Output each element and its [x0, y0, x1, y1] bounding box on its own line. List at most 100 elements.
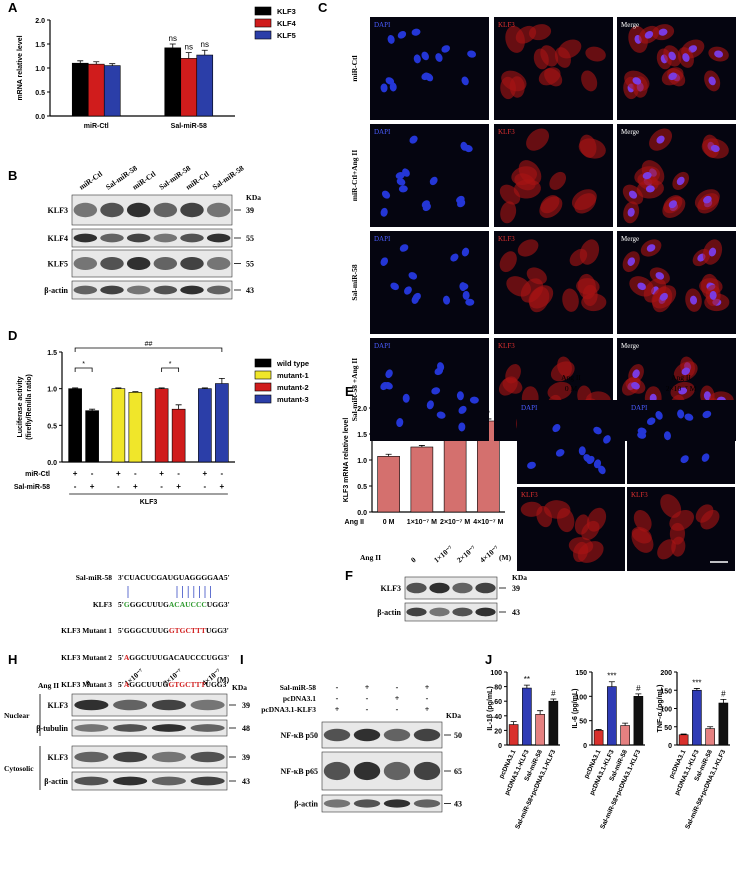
cell-cytoplasm	[513, 179, 541, 199]
y-tick-label: 1.5	[47, 350, 57, 357]
blot-band	[153, 285, 178, 295]
x-tick-label: 0 M	[383, 519, 395, 526]
cell-nucleus	[632, 369, 640, 379]
y-axis-label: TNF-α (pg/mL)	[657, 685, 664, 733]
cell-nucleus	[396, 178, 406, 186]
channel-label: DAPI	[374, 235, 391, 243]
blot	[71, 194, 233, 226]
sequence: 5'GGGCUUUGACAUCCCUGG3'	[118, 600, 230, 609]
cell-cytoplasm	[526, 128, 550, 151]
blot-band	[180, 233, 204, 243]
treatment-sign: +	[203, 469, 208, 478]
row-label: miR-Ctl	[350, 55, 359, 81]
cell-nucleus	[678, 387, 688, 395]
lane-label: miR-Ctl	[77, 169, 104, 191]
lane-label: 0	[409, 555, 418, 564]
bar-label: ns	[169, 34, 177, 43]
y-axis-label: KLF3 mRNA relative level	[343, 418, 350, 503]
cell-cytoplasm	[562, 288, 579, 312]
error-bar	[622, 722, 629, 726]
y-tick-label: 150	[660, 688, 672, 695]
y-tick-label: 0.5	[357, 484, 367, 491]
y-tick-label: 1.0	[35, 66, 45, 73]
y-tick-label: 1.5	[357, 432, 367, 439]
error-bar	[510, 721, 517, 725]
bar-label: ns	[185, 43, 193, 52]
cell-nucleus	[689, 295, 698, 305]
bar	[508, 724, 519, 746]
y-tick-label: 0	[498, 743, 502, 750]
cell-nucleus	[627, 257, 635, 266]
channel-label: Merge	[621, 235, 639, 243]
blot-row-label: KLF3	[381, 584, 401, 593]
cell-cytoplasm	[550, 361, 575, 382]
error-bar	[72, 387, 79, 389]
panel-label: H	[8, 652, 17, 667]
error-bar	[595, 729, 602, 731]
y-tick-label: 1.5	[35, 42, 45, 49]
error-bar	[93, 61, 100, 65]
blot-band	[190, 776, 225, 786]
treatment-name: pcDNA3.1	[283, 694, 316, 703]
legend-label: KLF5	[277, 31, 296, 40]
error-bar	[418, 445, 425, 447]
bar	[705, 728, 715, 746]
blot	[71, 719, 228, 737]
treatment-sign: +	[90, 482, 95, 491]
blot	[404, 602, 498, 622]
treatment-sign: +	[133, 482, 138, 491]
sequence-part: 5'	[118, 653, 124, 662]
kda-label: 39	[242, 753, 250, 762]
unit-label: (M)	[499, 553, 512, 562]
blot-band	[180, 202, 204, 218]
blot-band	[126, 202, 151, 218]
unit-label: (M)	[217, 675, 230, 684]
y-axis-label: Luciferase activity	[17, 376, 24, 437]
y-tick-label: 100	[660, 707, 672, 714]
blot-band	[73, 233, 98, 243]
sequence-part: GTGCTTT	[169, 626, 206, 635]
error-bar	[608, 681, 615, 687]
column-label: Ang II	[671, 373, 691, 382]
lane-label: 2×10⁻⁷	[455, 543, 478, 564]
cell-cytoplasm	[517, 239, 539, 257]
treatment-sign: -	[177, 469, 180, 478]
cell-cytoplasm	[526, 267, 547, 285]
cell-nucleus	[714, 50, 724, 58]
sequence-part: UGG3'	[206, 626, 229, 635]
blot-band	[100, 285, 124, 295]
blot-row-label: KLF3	[48, 206, 68, 215]
bar	[522, 687, 532, 746]
treatment-sign: -	[74, 482, 77, 491]
sequence-part: UGG3'	[206, 680, 229, 689]
channel-label: Merge	[621, 128, 639, 136]
error-bar	[115, 387, 122, 389]
cell-nucleus	[527, 461, 536, 469]
legend-label: mutant-1	[277, 371, 309, 380]
blot-band	[153, 202, 178, 218]
y-axis-label: mRNA relative level	[17, 35, 24, 100]
blot-band	[475, 607, 496, 617]
blot-band	[475, 582, 496, 594]
cell-nucleus	[659, 292, 668, 301]
cell-cytoplasm	[538, 67, 561, 86]
significance-bracket	[74, 367, 93, 372]
blot-row-label: β-actin	[377, 608, 401, 617]
blot	[71, 228, 233, 248]
legend-swatch	[254, 30, 272, 40]
error-bar	[218, 378, 225, 384]
blot-band	[323, 761, 351, 781]
y-axis-label: IL-6 (pg/mL)	[572, 688, 579, 728]
cell-nucleus	[637, 282, 646, 291]
bar-label: #	[636, 684, 641, 693]
cell-cytoplasm	[502, 377, 523, 394]
cell-cytoplasm	[540, 45, 559, 67]
x-tick-label: Sal-miR-58	[171, 123, 207, 130]
blot-band	[126, 233, 151, 243]
sequence-name: KLF3 Mutant 3	[61, 680, 112, 689]
bar	[128, 392, 143, 463]
y-tick-label: 1.0	[47, 387, 57, 394]
sequence-part: 5'	[118, 680, 124, 689]
cell-nucleus	[458, 405, 467, 414]
cell-nucleus	[708, 247, 717, 257]
